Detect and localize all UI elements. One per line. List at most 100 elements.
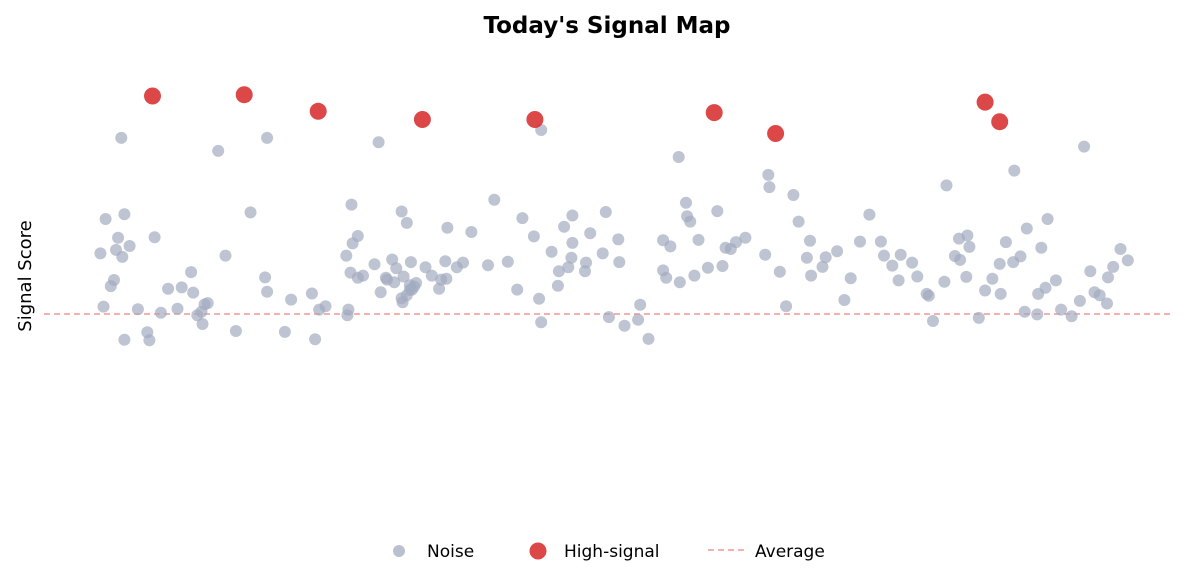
noise-point [388,276,401,289]
noise-point [994,287,1007,300]
noise-point [584,227,597,240]
noise-point [154,306,167,319]
noise-point [1031,308,1044,321]
noise-point [579,265,591,278]
noise-point [435,273,448,286]
noise-point [533,292,546,305]
noise-point [642,332,655,345]
high-signal-series [144,86,1009,142]
noise-point [162,282,175,295]
noise-point [397,270,410,283]
noise-point [999,236,1012,249]
noise-point [892,274,905,287]
noise-point [131,303,144,316]
noise-point [357,269,369,282]
noise-point [196,318,209,330]
noise-point [692,233,705,246]
legend-average-label: Average [755,542,825,562]
high-signal-point [144,87,161,105]
noise-point [1107,260,1120,273]
high-signal-point [309,102,327,120]
legend-noise-marker [393,545,405,557]
noise-point [940,179,953,192]
noise-point [195,305,208,318]
noise-point [763,181,776,194]
noise-point [94,247,107,260]
chart-title: Today's Signal Map [483,13,730,39]
noise-point [1008,164,1021,177]
noise-point [688,269,701,282]
noise-point [229,325,242,337]
noise-point [1065,310,1078,323]
noise-point [819,251,832,264]
noise-point [596,247,609,260]
noise-point [938,275,951,288]
noise-point [187,286,200,299]
noise-point [906,256,919,269]
noise-point [805,269,818,282]
noise-point [1121,254,1134,267]
noise-point [1093,289,1106,302]
noise-point [963,240,976,253]
noise-point [433,282,446,295]
noise-point [340,249,353,262]
noise-point [673,276,686,289]
noise-point [886,259,899,272]
noise-point [527,230,540,243]
noise-point [344,266,357,279]
noise-point [684,215,697,228]
noise-point [112,231,125,244]
legend-high-signal-label: High-signal [564,542,660,562]
noise-point [97,300,110,313]
high-signal-point [976,93,994,111]
noise-point [110,243,122,256]
noise-point [118,208,131,221]
noise-point [816,260,829,273]
noise-point [396,296,409,309]
noise-point [863,208,876,221]
noise-point [404,256,417,269]
high-signal-point [705,104,723,122]
noise-point [425,269,438,282]
noise-point [922,289,935,302]
noise-point [439,255,452,268]
noise-point [185,266,198,279]
noise-point [986,272,999,285]
noise-point [613,256,626,269]
noise-point [115,131,128,144]
noise-point [123,240,136,252]
noise-point [278,325,291,338]
noise-point [762,168,775,181]
noise-point [488,193,501,206]
noise-point [800,251,813,264]
noise-point [1078,140,1091,153]
legend-high-signal-marker [529,542,547,560]
noise-point [1014,250,1027,263]
noise-point [400,216,413,229]
noise-point [1055,303,1068,316]
noise-point [465,226,478,238]
noise-point [566,236,579,249]
noise-point [148,231,161,244]
noise-point [566,209,579,222]
noise-point [854,235,866,248]
noise-point [175,281,188,294]
noise-point [599,206,612,218]
noise-point [874,235,887,248]
noise-point [501,255,514,268]
noise-point [535,316,548,329]
noise-point [345,198,358,211]
noise-point [911,270,924,283]
noise-point [672,151,685,163]
noise-point [660,271,673,284]
noise-point [305,287,318,300]
noise-point [961,229,974,242]
noise-point [342,303,355,316]
noise-point [804,234,816,247]
noise-point [954,253,967,266]
high-signal-point [413,111,431,128]
noise-point [580,256,592,269]
noise-point [780,300,793,313]
noise-point [482,259,494,272]
